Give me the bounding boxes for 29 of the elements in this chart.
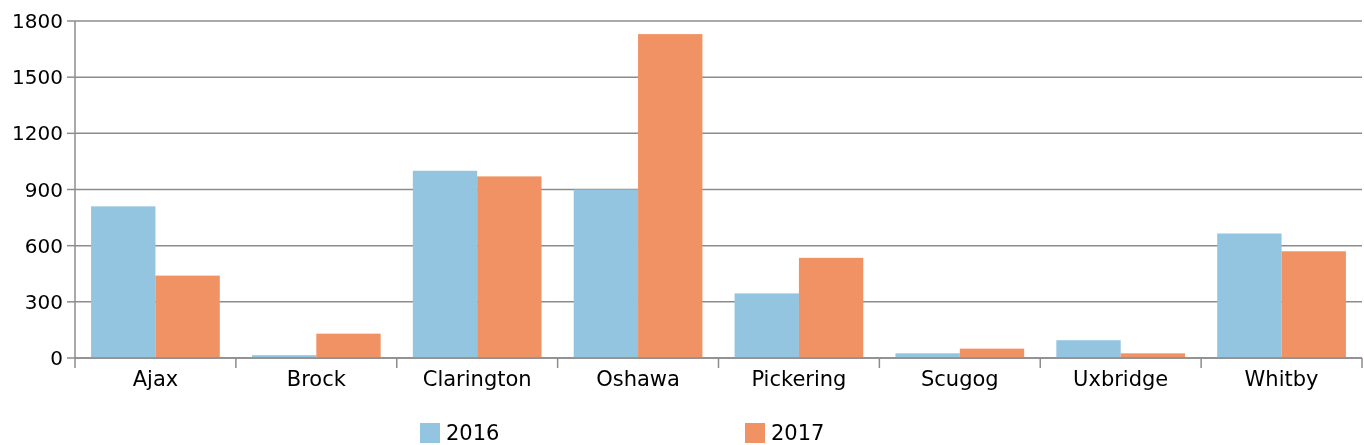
x-tick-label: Clarington (422, 367, 532, 391)
bar (477, 176, 542, 358)
x-tick-label: Ajax (132, 367, 179, 391)
y-tick-label: 1500 (12, 65, 63, 90)
x-tick-label: Uxbridge (1073, 367, 1169, 391)
bar (412, 170, 478, 358)
x-tick-label: Brock (286, 367, 347, 391)
y-tick-label: 900 (24, 177, 63, 202)
bar (155, 275, 220, 358)
x-tick-label: Pickering (751, 367, 847, 391)
bar (638, 34, 703, 358)
y-tick-label: 600 (24, 233, 63, 258)
bar (1281, 251, 1346, 358)
legend-label: 2017 (771, 421, 825, 445)
bar (1217, 233, 1282, 358)
y-tick-label: 0 (50, 346, 63, 370)
legend-label: 2016 (446, 421, 500, 445)
bar (734, 293, 799, 358)
y-tick-label: 1800 (12, 9, 63, 33)
x-tick-label: Whitby (1244, 367, 1319, 391)
y-tick-label: 300 (24, 289, 63, 314)
bar (798, 257, 864, 358)
bar (1056, 340, 1121, 358)
x-tick-label: Scugog (920, 367, 999, 391)
x-tick-label: Oshawa (596, 367, 680, 391)
y-tick-label: 1200 (12, 121, 63, 146)
bar (91, 206, 156, 358)
bar (573, 189, 639, 358)
bar (316, 333, 381, 358)
